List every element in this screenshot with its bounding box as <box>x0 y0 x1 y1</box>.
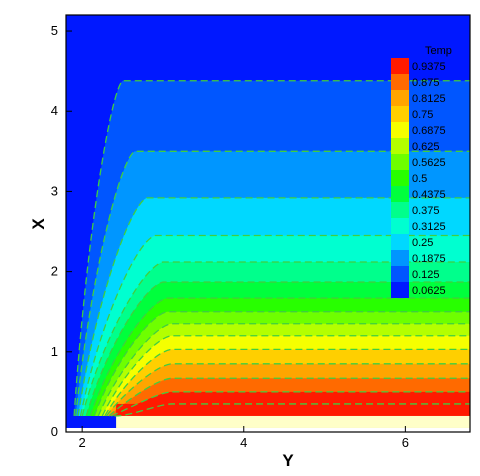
y-tick-label-1: 1 <box>51 344 58 359</box>
legend-swatch-0.625 <box>391 138 409 154</box>
contour-line-11 <box>104 348 470 417</box>
y-tick-label-0: 0 <box>51 424 58 439</box>
legend-swatch-0.6875 <box>391 122 409 138</box>
legend-swatch-0.0625 <box>391 282 409 298</box>
contour-line-12 <box>105 363 470 417</box>
y-tick-label-2: 2 <box>51 264 58 279</box>
legend-label-0.1875: 0.1875 <box>412 253 446 265</box>
legend-label-0.5625: 0.5625 <box>412 157 446 169</box>
y-axis-title: X <box>29 218 48 230</box>
legend-swatch-0.4375 <box>391 186 409 202</box>
legend-label-0.375: 0.375 <box>412 205 440 217</box>
legend-label-0.25: 0.25 <box>412 237 433 249</box>
legend-label-0.125: 0.125 <box>412 269 440 281</box>
x-tick-label-4: 4 <box>240 435 247 450</box>
x-tick-label-6: 6 <box>402 435 409 450</box>
contour-line-10 <box>101 335 470 417</box>
legend-swatch-0.8125 <box>391 90 409 106</box>
contour-line-6 <box>85 281 470 417</box>
plot-frame <box>65 14 471 433</box>
fill-band-empty <box>66 427 470 432</box>
legend-label-0.8125: 0.8125 <box>412 93 446 105</box>
legend-swatch-0.9375 <box>391 58 409 74</box>
contour-line-15 <box>114 403 470 417</box>
fill-band-bottom-strip <box>116 415 470 428</box>
axis-ticks: 2 4 6 0 1 2 3 4 5 <box>51 23 409 450</box>
contour-line-14 <box>111 391 470 417</box>
contour-line-1 <box>73 80 470 417</box>
legend-label-0.75: 0.75 <box>412 109 433 121</box>
fill-band-hot-wall <box>116 403 470 416</box>
legend-swatch-0.875 <box>391 74 409 90</box>
contour-line-4 <box>79 234 470 417</box>
legend: Temp 0.9375 0.875 0.8125 0.75 0.6875 0.625 0.56… <box>391 45 452 298</box>
legend-label-0.4375: 0.4375 <box>412 189 446 201</box>
legend-swatch-0.125 <box>391 266 409 282</box>
legend-label-0.6875: 0.6875 <box>412 125 446 137</box>
legend-swatch-0.5 <box>391 170 409 186</box>
legend-title: Temp <box>425 45 452 57</box>
legend-swatch-0.1875 <box>391 250 409 266</box>
legend-label-0.875: 0.875 <box>412 77 440 89</box>
contour-lines <box>73 80 470 417</box>
legend-swatch-0.25 <box>391 234 409 250</box>
legend-swatch-0.375 <box>391 202 409 218</box>
contour-line-8 <box>93 311 470 417</box>
y-tick-label-5: 5 <box>51 23 58 38</box>
legend-swatch-0.75 <box>391 106 409 122</box>
contour-line-3 <box>77 197 470 417</box>
legend-label-0.625: 0.625 <box>412 141 440 153</box>
legend-swatch-0.3125 <box>391 218 409 234</box>
legend-label-0.3125: 0.3125 <box>412 221 446 233</box>
legend-label-0.0625: 0.0625 <box>412 285 446 297</box>
legend-label-0.9375: 0.9375 <box>412 61 446 73</box>
y-tick-label-3: 3 <box>51 183 58 198</box>
legend-swatch-0.5625 <box>391 154 409 170</box>
legend-label-0.5: 0.5 <box>412 173 427 185</box>
contour-fills <box>66 15 471 432</box>
x-tick-label-2: 2 <box>79 435 86 450</box>
contour-line-7 <box>89 297 470 417</box>
y-tick-label-4: 4 <box>51 103 58 118</box>
contour-line-2 <box>75 150 470 417</box>
x-axis-title: Y <box>282 451 294 470</box>
